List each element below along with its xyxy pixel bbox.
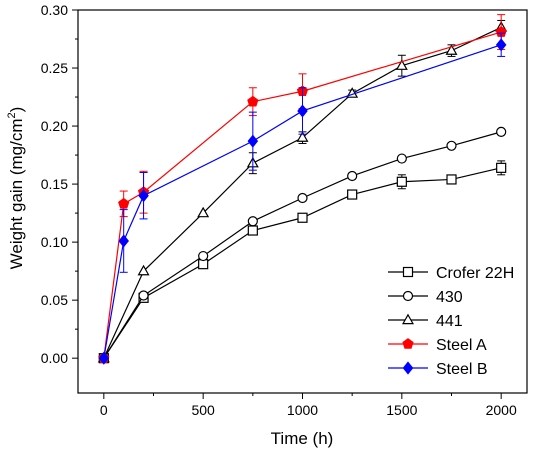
series-layer (97, 14, 508, 365)
legend-marker (402, 338, 414, 349)
data-point (297, 192, 308, 204)
legend-marker (402, 266, 414, 278)
data-point (445, 44, 458, 55)
data-point (198, 250, 209, 262)
y-axis-title-main: Weight gain (mg/cm (7, 118, 26, 269)
x-tick-label: 1500 (386, 402, 417, 418)
data-point (396, 153, 407, 164)
legend: Crofer 22H 430 441 Steel A Steel B (388, 265, 514, 378)
data-point (247, 216, 258, 227)
y-axis-title-end: ) (7, 107, 26, 113)
data-point (138, 189, 149, 203)
data-point (197, 206, 210, 218)
x-tick-label: 2000 (486, 402, 517, 418)
x-axis-title: Time (h) (271, 429, 334, 448)
legend-label: 441 (436, 313, 463, 330)
series-steel-a (98, 14, 507, 363)
data-point (247, 95, 259, 107)
data-point (495, 38, 507, 52)
y-axis-title: Weight gain (mg/cm2) (6, 107, 26, 270)
data-point (395, 59, 408, 70)
y-axis-title-sup: 2 (6, 112, 18, 118)
series-line (103, 31, 502, 359)
data-point (98, 351, 110, 365)
data-point (347, 170, 358, 182)
x-tick-label: 1000 (287, 402, 318, 418)
legend-label: 430 (436, 289, 463, 306)
data-point (138, 290, 149, 301)
series-crofer-22h (98, 160, 507, 364)
data-point (496, 162, 507, 173)
y-tick-label: 0.20 (41, 118, 68, 134)
legend-marker (402, 361, 414, 375)
legend-label: Steel A (436, 337, 487, 354)
y-tick-label: 0.25 (41, 60, 68, 76)
y-tick-label: 0.05 (41, 292, 68, 308)
data-point (496, 126, 507, 137)
y-tick-label: 0.10 (41, 234, 68, 250)
data-point (247, 225, 258, 236)
x-tick-label: 500 (191, 402, 215, 418)
data-point (446, 140, 457, 151)
series-line (103, 44, 502, 359)
x-tick-label: 0 (100, 402, 108, 418)
data-point (137, 264, 150, 276)
data-point (247, 134, 259, 148)
data-point (118, 234, 129, 248)
data-point (297, 212, 308, 223)
legend-marker (402, 290, 414, 302)
data-point (297, 104, 308, 118)
legend-label: Steel B (436, 361, 488, 378)
y-tick-label: 0.00 (41, 350, 68, 366)
data-point (347, 189, 358, 200)
legend-label: Crofer 22H (436, 265, 514, 282)
y-tick-label: 0.30 (41, 2, 68, 18)
data-point (118, 197, 130, 209)
y-tick-label: 0.15 (41, 176, 68, 192)
series-steel-b (98, 32, 507, 365)
series-441 (97, 19, 508, 363)
data-point (446, 174, 457, 185)
axes: 0 500 1000 1500 2000 0.00 0.05 0.10 0.15 0.20 0.25… (41, 2, 528, 418)
legend-marker (402, 313, 414, 325)
data-point (296, 131, 309, 142)
data-point (396, 176, 407, 187)
